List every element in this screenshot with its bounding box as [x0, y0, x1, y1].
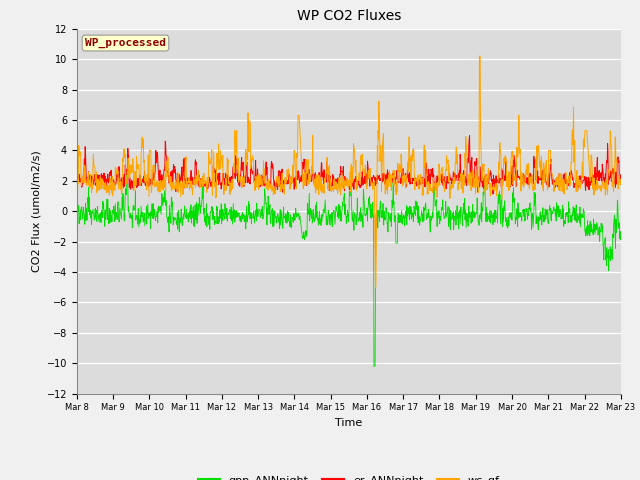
er_ANNnight	[180, 185, 188, 191]
Title: WP CO2 Fluxes: WP CO2 Fluxes	[296, 10, 401, 24]
er_ANNnight	[73, 176, 81, 182]
X-axis label: Time: Time	[335, 418, 362, 428]
er_ANNnight	[466, 133, 474, 139]
gpp_ANNnight	[370, 363, 378, 369]
Line: gpp_ANNnight: gpp_ANNnight	[77, 171, 621, 366]
Legend: gpp_ANNnight, er_ANNnight, wc_gf: gpp_ANNnight, er_ANNnight, wc_gf	[193, 470, 504, 480]
gpp_ANNnight	[73, 206, 81, 212]
wc_gf	[180, 179, 188, 184]
er_ANNnight	[489, 191, 497, 197]
Line: er_ANNnight: er_ANNnight	[77, 136, 621, 194]
wc_gf	[617, 177, 625, 182]
wc_gf	[505, 168, 513, 174]
er_ANNnight	[194, 180, 202, 185]
gpp_ANNnight	[553, 212, 561, 217]
wc_gf	[73, 178, 81, 184]
wc_gf	[553, 182, 561, 188]
wc_gf	[255, 187, 262, 192]
gpp_ANNnight	[181, 209, 189, 215]
gpp_ANNnight	[255, 206, 263, 212]
er_ANNnight	[553, 175, 561, 181]
wc_gf	[434, 186, 442, 192]
gpp_ANNnight	[124, 168, 131, 174]
wc_gf	[476, 53, 483, 59]
gpp_ANNnight	[195, 201, 202, 207]
er_ANNnight	[617, 175, 625, 181]
wc_gf	[372, 284, 380, 290]
gpp_ANNnight	[617, 229, 625, 235]
Text: WP_processed: WP_processed	[85, 38, 166, 48]
wc_gf	[194, 183, 202, 189]
Line: wc_gf: wc_gf	[77, 56, 621, 287]
er_ANNnight	[255, 181, 262, 187]
er_ANNnight	[505, 178, 513, 184]
gpp_ANNnight	[434, 209, 442, 215]
er_ANNnight	[433, 173, 441, 179]
Y-axis label: CO2 Flux (umol/m2/s): CO2 Flux (umol/m2/s)	[31, 150, 41, 272]
gpp_ANNnight	[505, 223, 513, 228]
